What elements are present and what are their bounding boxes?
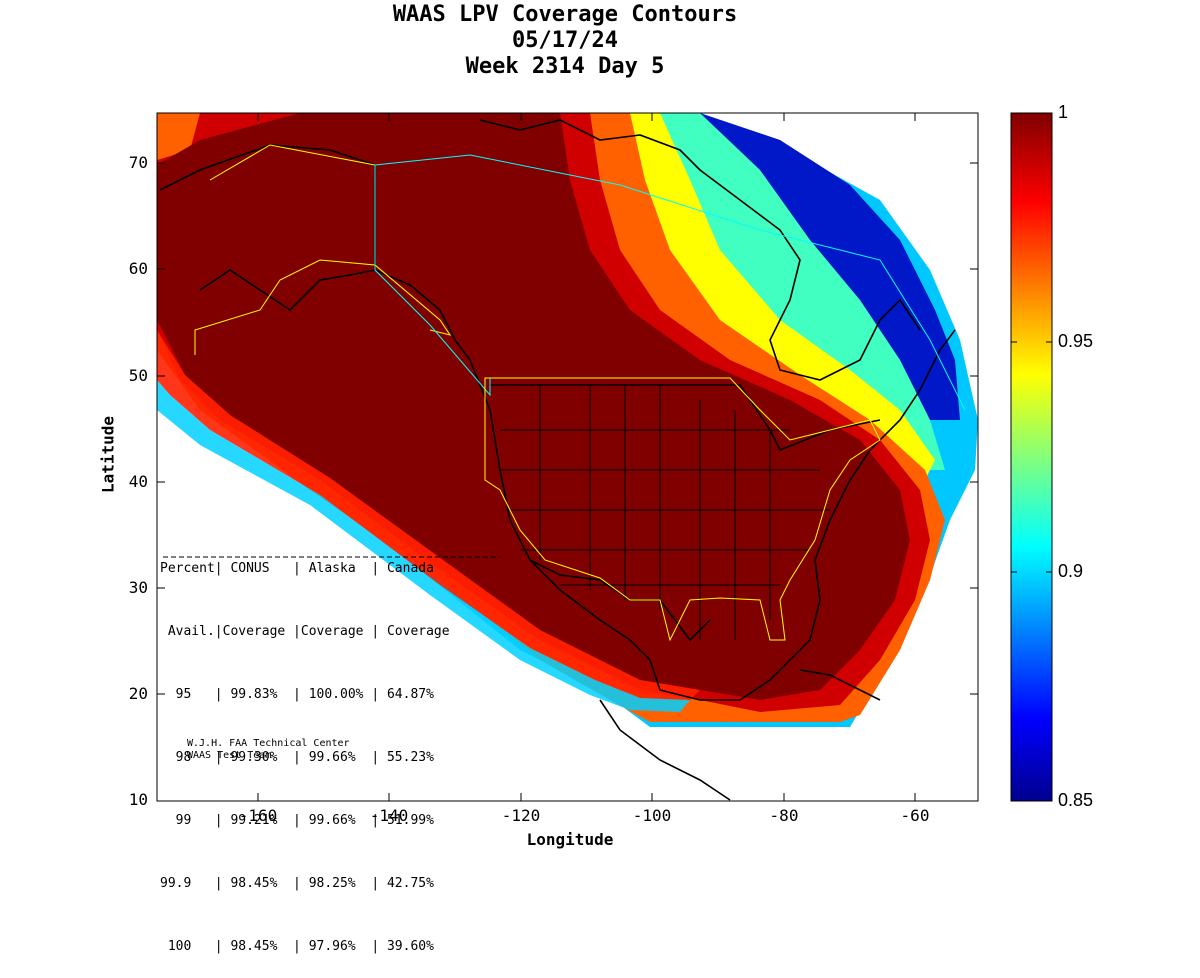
stats-row: 100 | 98.45% | 97.96% | 39.60% [160,939,434,954]
canada-boundary [374,154,966,411]
x-tick-label: -140 [369,806,409,825]
y-tick-label: 50 [128,366,148,385]
chart-week-day: Week 2314 Day 5 [465,54,665,79]
credit-line: WAAS Test Team [187,750,272,761]
coastline-caribbean [799,669,881,701]
contour-max [157,113,910,700]
y-tick-label: 40 [128,472,148,491]
stats-row: 99 | 99.21% | 99.66% | 51.99% [160,813,434,828]
chart-date: 05/17/24 [512,28,618,53]
coastline-central-america [599,699,731,801]
stats-row: 95 | 99.83% | 100.00% | 64.87% [160,687,434,702]
credit-text: W.J.H. FAA Technical Center WAAS Test Te… [187,738,350,762]
credit-line: W.J.H. FAA Technical Center [187,738,350,749]
stats-header: Percent| CONUS | Alaska | Canada [160,561,434,576]
colorbar-label: 0.85 [1058,790,1094,810]
y-axis-label: Latitude [98,415,118,494]
y-tick-label: 20 [128,684,148,703]
service-boundaries [194,144,966,642]
colorbar-label: 0.95 [1058,331,1094,351]
x-tick-label: -160 [238,806,278,825]
conus-boundary [484,377,881,642]
stats-row: 99.9 | 98.45% | 98.25% | 42.75% [160,876,434,891]
x-axis-label: Longitude [526,830,614,849]
stats-header: Avail.|Coverage |Coverage | Coverage [160,624,450,639]
x-tick-label: -120 [501,806,541,825]
y-tick-label: 30 [128,578,148,597]
coverage-map [156,112,1053,802]
y-tick-label: 60 [128,259,148,278]
x-tick-label: -60 [900,806,930,825]
coastline-hudson [479,119,921,381]
contour-yellow [620,113,935,480]
state-boundaries [500,385,830,640]
chart-title: WAAS LPV Coverage Contours [392,2,738,27]
coastline-alaska-south [199,269,376,312]
stats-row: 98 | 99.30% | 99.66% | 55.23% [160,750,434,765]
x-tick-label: -100 [632,806,672,825]
y-tick-label: 10 [128,790,148,809]
colorbar-label: 0.9 [1058,561,1084,581]
coastline-main [159,144,956,701]
colorbar [1010,112,1053,802]
y-ticks [157,162,978,695]
colorbar-ticks [1011,341,1052,573]
y-tick-label: 70 [128,153,148,172]
x-ticks [257,113,916,801]
alaska-boundary [194,259,452,355]
x-tick-label: -80 [769,806,799,825]
plot-frame [156,112,979,802]
colorbar-label: 1 [1058,102,1069,122]
